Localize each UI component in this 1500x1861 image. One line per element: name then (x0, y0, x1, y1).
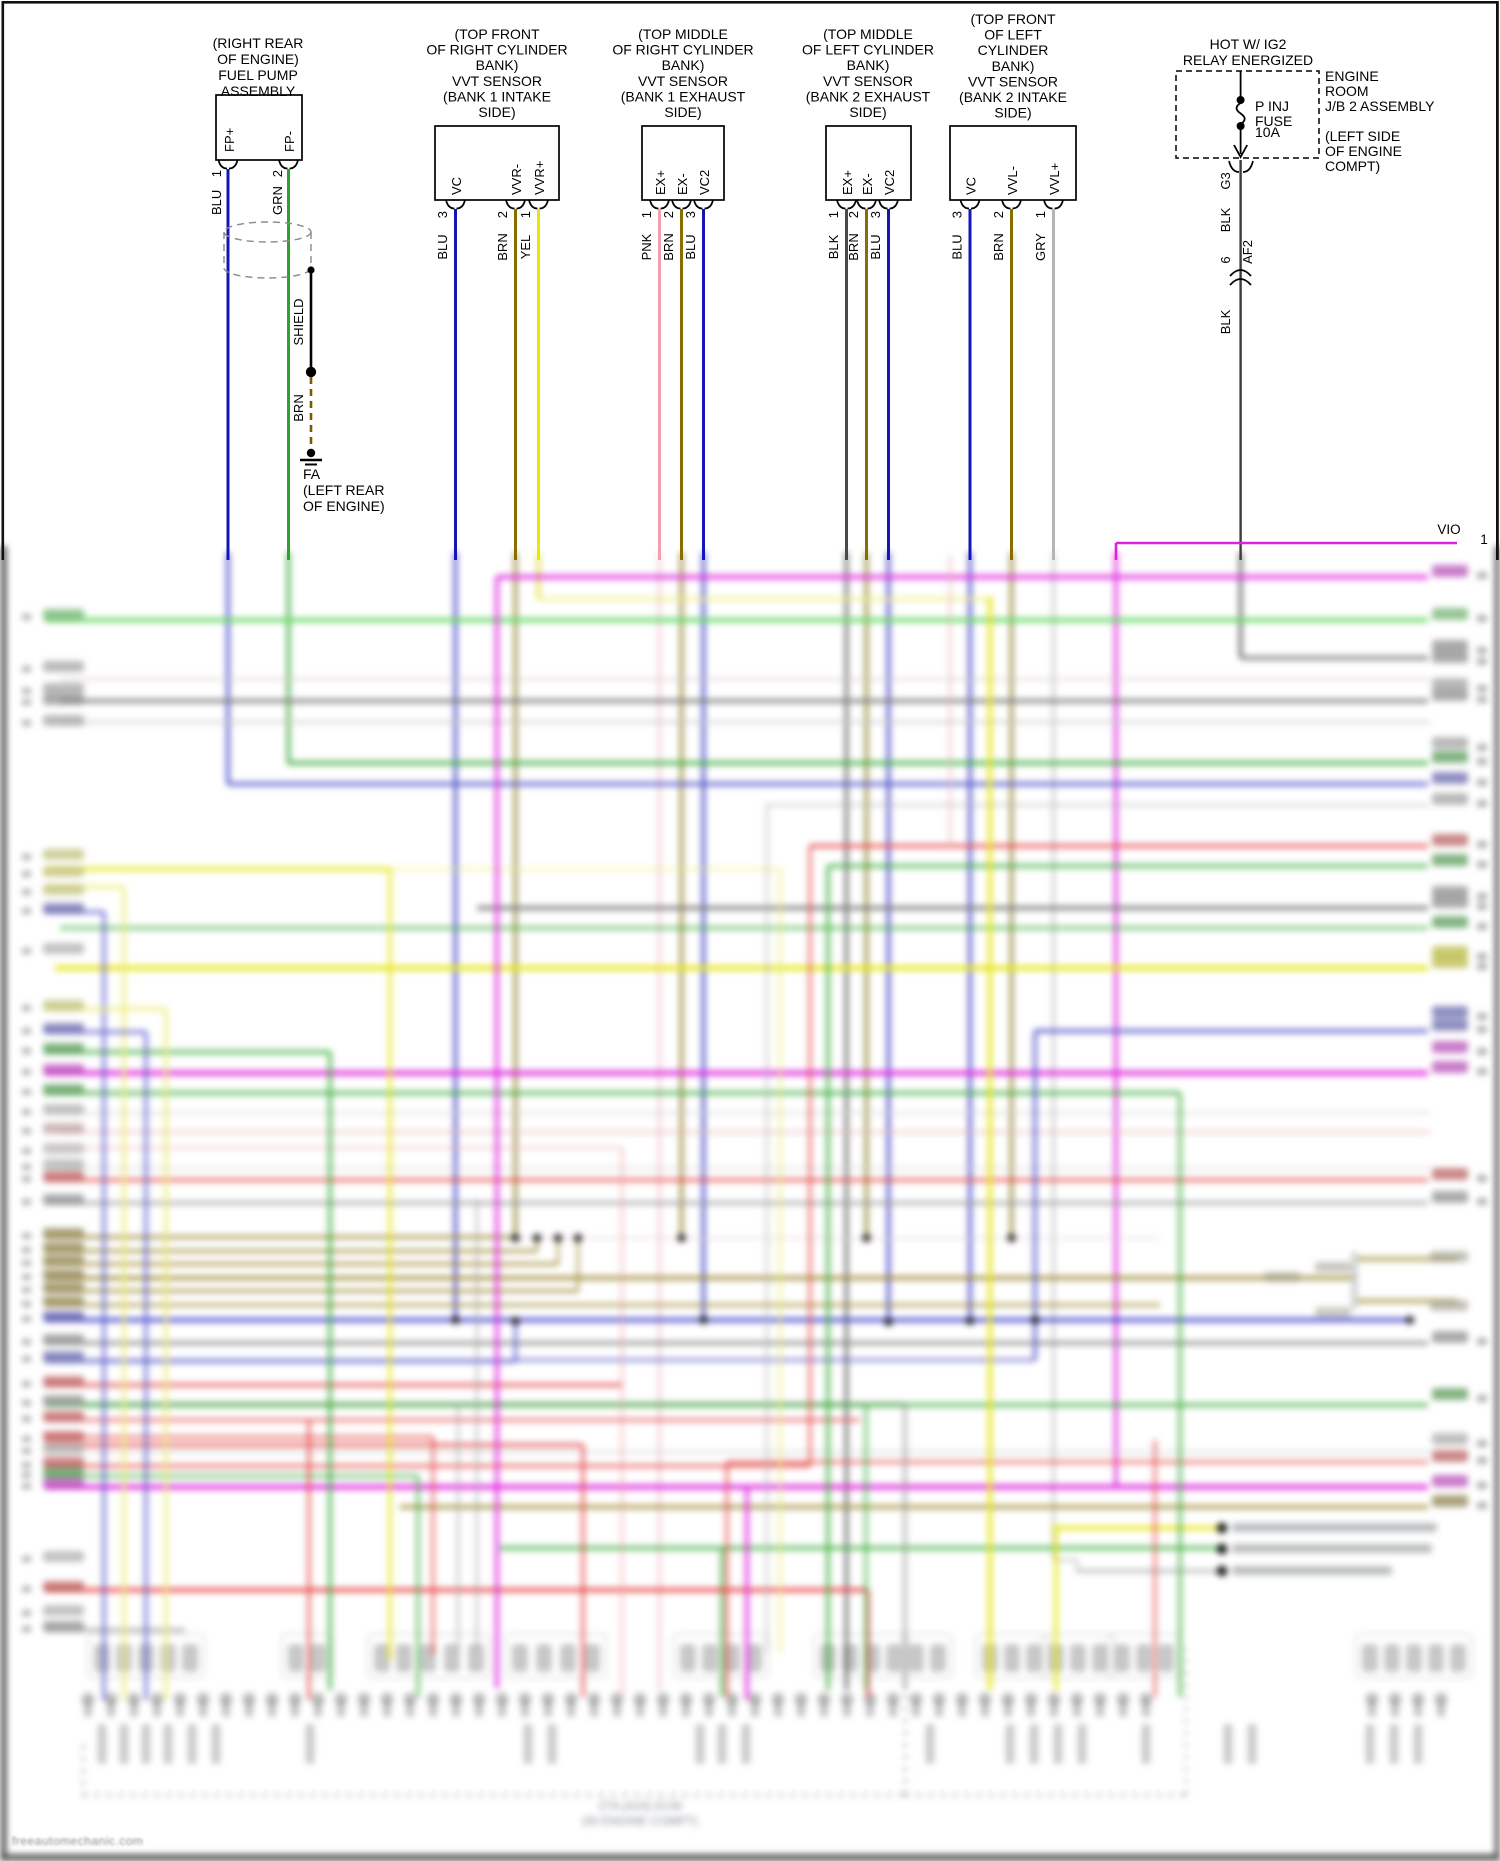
svg-text:VC2: VC2 (882, 170, 897, 195)
svg-text:OF ENGINE): OF ENGINE) (217, 51, 299, 67)
svg-text:2: 2 (991, 211, 1006, 218)
svg-text:1: 1 (518, 211, 533, 218)
svg-text:(BANK 1 INTAKE: (BANK 1 INTAKE (443, 88, 551, 104)
svg-text:(RIGHT REAR: (RIGHT REAR (213, 35, 304, 51)
svg-text:BRN: BRN (991, 233, 1006, 260)
svg-text:BLU: BLU (868, 234, 883, 259)
svg-text:VVL-: VVL- (1005, 166, 1020, 195)
svg-text:EX-: EX- (860, 173, 875, 195)
svg-text:1: 1 (1033, 211, 1048, 218)
svg-text:(IN ENGINE COMPT): (IN ENGINE COMPT) (582, 1814, 698, 1828)
svg-text:BLK: BLK (1218, 207, 1233, 232)
svg-text:SIDE): SIDE) (664, 104, 701, 120)
svg-text:FUEL PUMP: FUEL PUMP (218, 67, 298, 83)
svg-text:BLK: BLK (826, 234, 841, 259)
svg-text:BRN: BRN (495, 233, 510, 260)
svg-text:FP-: FP- (282, 131, 297, 152)
svg-text:BLK: BLK (1218, 309, 1233, 334)
svg-text:6: 6 (1218, 256, 1233, 263)
svg-text:VVL+: VVL+ (1047, 163, 1062, 195)
svg-text:2: 2 (495, 211, 510, 218)
svg-text:OF LEFT CYLINDER: OF LEFT CYLINDER (802, 42, 934, 58)
svg-text:(TOP FRONT: (TOP FRONT (454, 26, 539, 42)
svg-text:FP+: FP+ (222, 128, 237, 152)
svg-text:SIDE): SIDE) (478, 104, 515, 120)
svg-text:J/B 2 ASSEMBLY: J/B 2 ASSEMBLY (1325, 98, 1435, 114)
svg-text:(LEFT REAR: (LEFT REAR (303, 482, 384, 498)
svg-text:VC2: VC2 (697, 170, 712, 195)
svg-text:SIDE): SIDE) (994, 105, 1031, 121)
svg-text:BLU: BLU (683, 234, 698, 259)
svg-text:G3: G3 (1218, 172, 1233, 189)
svg-text:VIO: VIO (1437, 522, 1460, 537)
svg-text:COMPT): COMPT) (1325, 158, 1380, 174)
svg-text:BRN: BRN (661, 233, 676, 260)
svg-text:1: 1 (826, 211, 841, 218)
svg-text:BRN: BRN (846, 233, 861, 260)
svg-text:10A: 10A (1255, 124, 1281, 140)
svg-text:27A (A24) ECM: 27A (A24) ECM (598, 1799, 681, 1813)
svg-text:VVT SENSOR: VVT SENSOR (452, 73, 542, 89)
svg-text:FUSE: FUSE (1255, 113, 1292, 129)
svg-text:(LEFT SIDE: (LEFT SIDE (1325, 128, 1400, 144)
svg-text:3: 3 (950, 211, 965, 218)
svg-text:RELAY ENERGIZED: RELAY ENERGIZED (1183, 52, 1313, 68)
svg-text:(TOP MIDDLE: (TOP MIDDLE (823, 26, 913, 42)
svg-text:3: 3 (683, 211, 698, 218)
svg-text:(TOP MIDDLE: (TOP MIDDLE (638, 26, 728, 42)
svg-text:VVT SENSOR: VVT SENSOR (638, 73, 728, 89)
svg-text:HOT W/ IG2: HOT W/ IG2 (1210, 36, 1287, 52)
svg-text:VVT SENSOR: VVT SENSOR (823, 73, 913, 89)
svg-text:BANK): BANK) (992, 58, 1035, 74)
svg-text:BLU: BLU (435, 234, 450, 259)
svg-text:VC: VC (449, 177, 464, 195)
svg-text:VC: VC (964, 177, 979, 195)
svg-text:EX+: EX+ (653, 170, 668, 195)
svg-text:2: 2 (270, 170, 285, 177)
svg-text:BLU: BLU (950, 234, 965, 259)
svg-text:YEL: YEL (518, 235, 533, 260)
svg-text:(BANK 2 EXHAUST: (BANK 2 EXHAUST (806, 88, 931, 104)
svg-text:1: 1 (209, 170, 224, 177)
svg-text:OF ENGINE): OF ENGINE) (303, 498, 385, 514)
svg-text:BANK): BANK) (662, 57, 705, 73)
svg-text:SIDE): SIDE) (849, 104, 886, 120)
svg-text:OF LEFT: OF LEFT (984, 27, 1042, 43)
svg-text:EX-: EX- (675, 173, 690, 195)
svg-text:BANK): BANK) (847, 57, 890, 73)
svg-text:(TOP FRONT: (TOP FRONT (970, 11, 1055, 27)
svg-text:OF RIGHT CYLINDER: OF RIGHT CYLINDER (612, 42, 753, 58)
svg-text:1: 1 (1480, 532, 1488, 547)
svg-text:SHIELD: SHIELD (291, 299, 306, 346)
svg-text:BANK): BANK) (476, 57, 519, 73)
svg-text:2: 2 (846, 211, 861, 218)
svg-text:AF2: AF2 (1240, 240, 1255, 264)
svg-text:ASSEMBLY: ASSEMBLY (221, 83, 296, 99)
svg-text:VVT SENSOR: VVT SENSOR (968, 73, 1058, 89)
svg-text:ROOM: ROOM (1325, 83, 1369, 99)
svg-text:GRY: GRY (1033, 233, 1048, 261)
svg-text:3: 3 (435, 211, 450, 218)
svg-text:2: 2 (661, 211, 676, 218)
svg-text:3: 3 (868, 211, 883, 218)
svg-text:P INJ: P INJ (1255, 98, 1289, 114)
svg-text:OF RIGHT CYLINDER: OF RIGHT CYLINDER (426, 42, 567, 58)
svg-text:1: 1 (639, 211, 654, 218)
svg-text:EX+: EX+ (840, 170, 855, 195)
svg-text:GRN: GRN (270, 186, 285, 215)
svg-text:FA: FA (303, 466, 321, 482)
svg-text:OF ENGINE: OF ENGINE (1325, 143, 1402, 159)
svg-text:PNK: PNK (639, 233, 654, 260)
svg-text:CYLINDER: CYLINDER (978, 42, 1049, 58)
svg-text:BLU: BLU (209, 190, 224, 215)
svg-text:(BANK 2 INTAKE: (BANK 2 INTAKE (959, 89, 1067, 105)
svg-text:ENGINE: ENGINE (1325, 68, 1379, 84)
svg-text:VVR+: VVR+ (532, 161, 547, 195)
svg-text:VVR-: VVR- (509, 164, 524, 195)
svg-text:BRN: BRN (291, 394, 306, 421)
svg-text:(BANK 1 EXHAUST: (BANK 1 EXHAUST (621, 88, 746, 104)
